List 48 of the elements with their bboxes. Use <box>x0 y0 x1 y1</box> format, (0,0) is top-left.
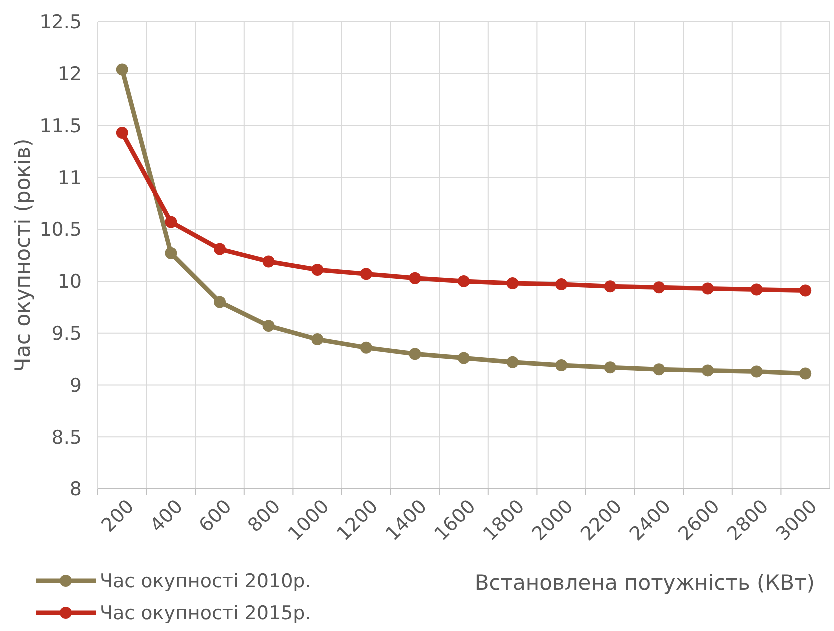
point <box>360 342 372 354</box>
y-tick-label: 12 <box>58 64 82 86</box>
point <box>312 334 324 346</box>
x-tick-label: 800 <box>244 496 286 537</box>
point <box>653 282 666 294</box>
point <box>800 284 812 297</box>
y-tick-label: 10.5 <box>40 219 82 242</box>
x-tick-label: 600 <box>195 496 236 537</box>
point <box>116 64 128 76</box>
legend-label: Час окупності 2010р. <box>100 570 312 593</box>
y-tick-label: 9.5 <box>52 322 82 345</box>
point <box>312 264 324 276</box>
point <box>165 247 178 260</box>
y-tick-label: 12.5 <box>40 12 82 34</box>
point <box>604 362 616 374</box>
point <box>702 364 714 377</box>
point <box>116 127 128 140</box>
point <box>506 356 519 368</box>
point <box>262 256 275 268</box>
y-tick-label: 11 <box>58 167 82 190</box>
point <box>506 278 519 290</box>
legend-label: Час окупності 2015р. <box>100 602 312 625</box>
point <box>214 296 226 308</box>
x-tick-label: 200 <box>97 496 139 537</box>
x-axis-title: Встановлена потужність (КВт) <box>474 571 815 595</box>
point <box>458 352 470 364</box>
y-tick-label: 9 <box>70 374 82 397</box>
point <box>409 272 422 284</box>
point <box>409 348 422 360</box>
y-tick-label: 8 <box>70 478 82 501</box>
point <box>360 268 372 280</box>
point <box>702 282 714 295</box>
point <box>556 360 568 372</box>
point <box>165 216 178 228</box>
y-tick-label: 8.5 <box>52 426 82 449</box>
point <box>800 368 812 380</box>
point <box>653 364 666 376</box>
point <box>556 278 568 291</box>
point <box>750 284 763 296</box>
y-axis-title: Час окупності (років) <box>11 138 35 372</box>
y-tick-label: 10 <box>58 271 82 294</box>
point <box>604 280 616 293</box>
point <box>214 243 226 256</box>
x-tick-label: 400 <box>146 496 188 537</box>
y-tick-label: 11.5 <box>40 115 82 138</box>
point <box>750 366 763 378</box>
point <box>458 275 470 288</box>
point <box>262 320 275 332</box>
